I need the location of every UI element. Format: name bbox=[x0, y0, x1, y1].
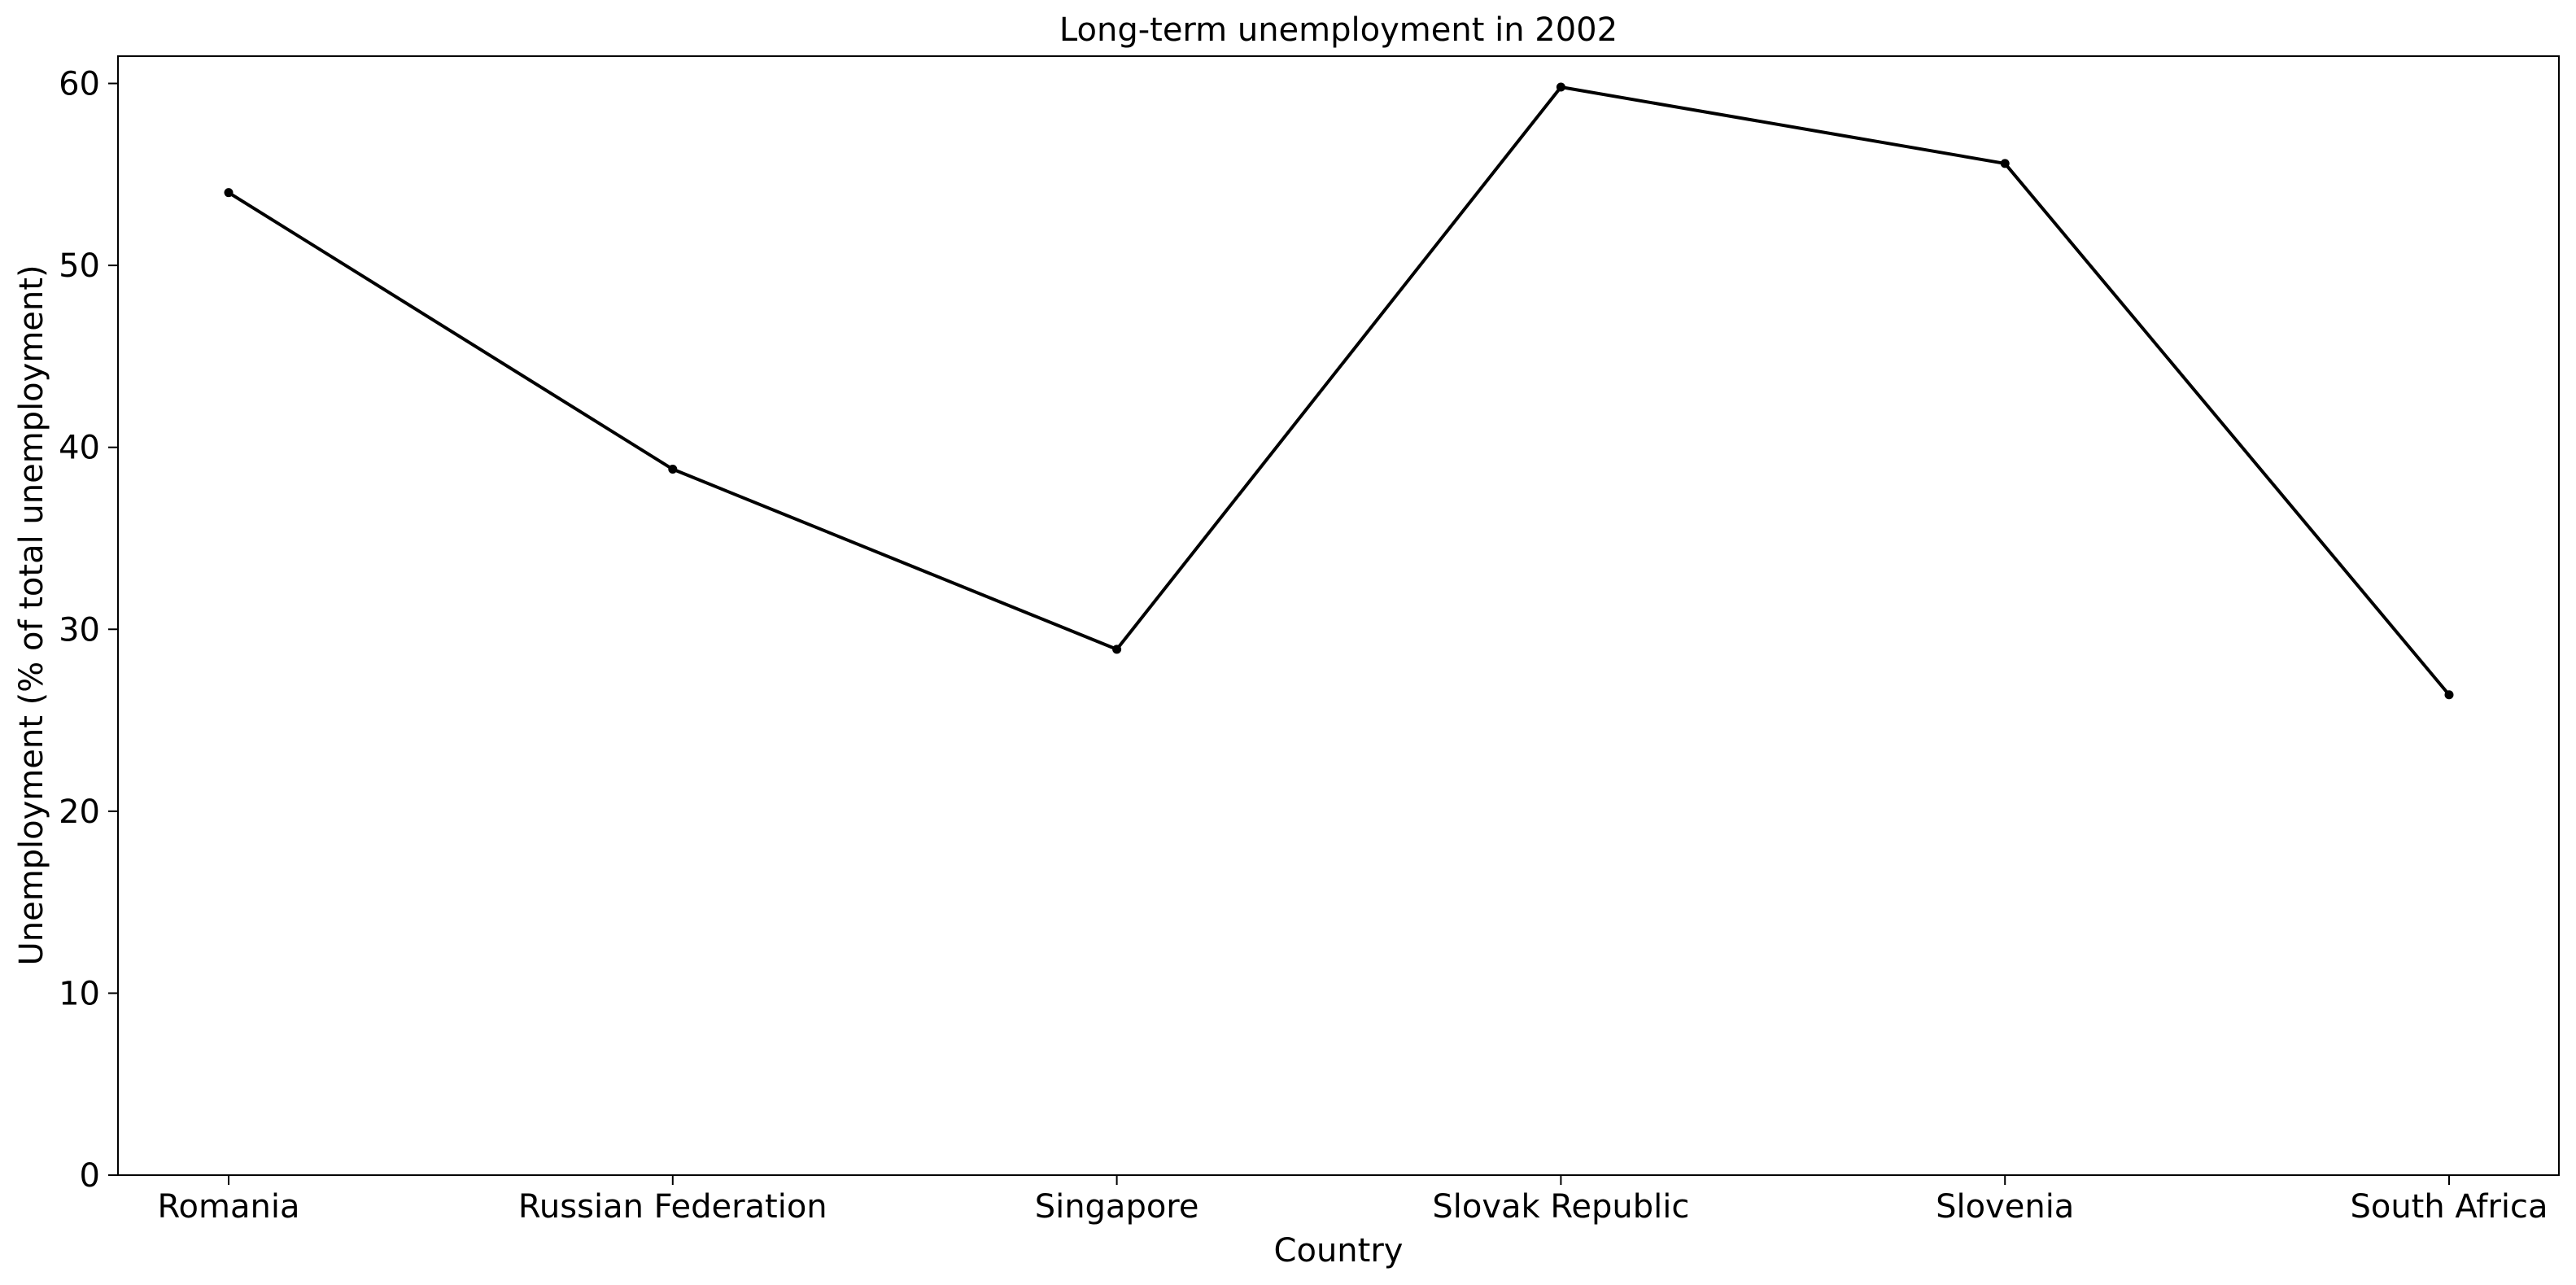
plot-area bbox=[117, 55, 2560, 1176]
data-point bbox=[1556, 82, 1565, 92]
y-tick-label: 40 bbox=[59, 430, 100, 467]
y-tick-label: 60 bbox=[59, 66, 100, 103]
data-point bbox=[1112, 645, 1122, 654]
chart-title: Long-term unemployment in 2002 bbox=[1059, 11, 1618, 49]
y-tick-label: 20 bbox=[59, 793, 100, 831]
data-point bbox=[2444, 690, 2454, 700]
y-axis-label: Unemployment (% of total unemployment) bbox=[13, 264, 50, 965]
x-tick-label: Russian Federation bbox=[518, 1188, 827, 1226]
x-tick-label: Slovak Republic bbox=[1432, 1188, 1689, 1226]
y-tick-label: 50 bbox=[59, 247, 100, 285]
x-tick-label: Romania bbox=[158, 1188, 300, 1226]
x-axis: Romania Russian Federation Singapore Slovak… bbox=[158, 1175, 2548, 1226]
y-axis: 0 10 20 30 40 50 60 bbox=[59, 66, 118, 1195]
data-point bbox=[668, 465, 678, 474]
series-line bbox=[227, 85, 2451, 697]
x-tick-label: Singapore bbox=[1035, 1188, 1199, 1226]
x-tick-label: South Africa bbox=[2350, 1188, 2548, 1226]
y-tick-label: 0 bbox=[80, 1157, 100, 1195]
data-point bbox=[224, 188, 234, 198]
x-tick-label: Slovenia bbox=[1936, 1188, 2074, 1226]
y-tick-label: 30 bbox=[59, 611, 100, 649]
y-tick-label: 10 bbox=[59, 975, 100, 1012]
series-layer bbox=[224, 82, 2454, 700]
data-point bbox=[2000, 159, 2010, 168]
x-axis-label: Country bbox=[1274, 1232, 1404, 1270]
axes-frame bbox=[117, 55, 2560, 1176]
